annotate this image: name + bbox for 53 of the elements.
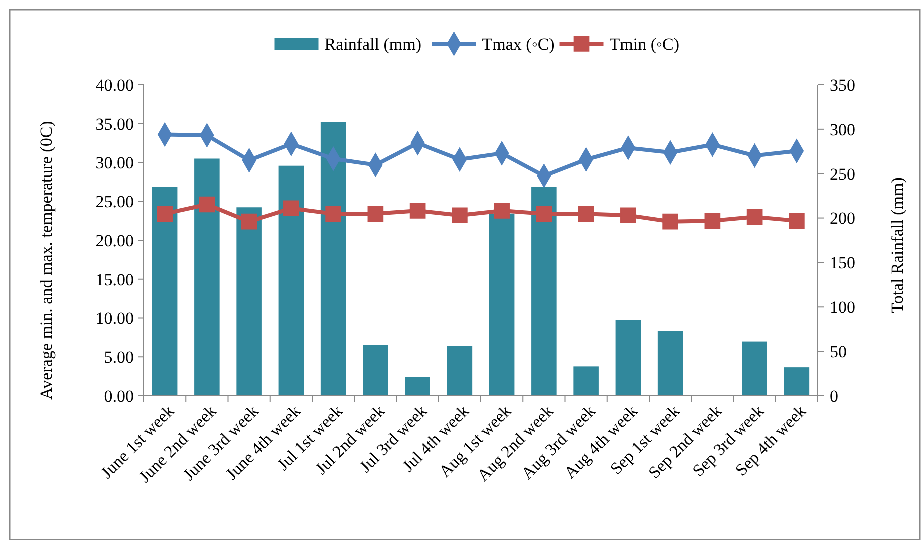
bar xyxy=(616,320,642,396)
y-axis-title: Average min. and max. temperature (0C) xyxy=(37,121,56,400)
legend-label: Rainfall (mm) xyxy=(324,34,422,54)
bar xyxy=(278,166,304,396)
y-tick-label: 35.00 xyxy=(96,114,134,134)
bar xyxy=(532,187,557,396)
point xyxy=(326,206,342,222)
y2-axis-title: Total Rainfall (mm) xyxy=(888,178,907,314)
point xyxy=(199,196,216,213)
bar xyxy=(405,377,430,396)
y2-tick-label: 250 xyxy=(830,164,856,184)
y-tick-label: 5.00 xyxy=(104,348,134,368)
y2-tick-label: 300 xyxy=(830,120,856,140)
bar xyxy=(489,214,515,396)
y2-tick-label: 0 xyxy=(830,386,838,406)
y2-tick-label: 150 xyxy=(830,254,856,273)
point xyxy=(789,213,805,229)
bar xyxy=(658,331,684,396)
point xyxy=(368,206,384,222)
y-tick-label: 25.00 xyxy=(96,192,134,212)
y2-tick-label: 50 xyxy=(830,342,847,362)
bar xyxy=(742,342,768,396)
legend-label: Tmax (◦C) xyxy=(482,34,555,54)
bar xyxy=(236,208,262,396)
point xyxy=(494,203,510,219)
point xyxy=(410,203,426,219)
bar xyxy=(447,346,473,396)
point xyxy=(157,206,173,222)
y2-tick-label: 100 xyxy=(830,298,856,318)
point xyxy=(620,208,636,224)
y-tick-label: 40.00 xyxy=(96,76,134,95)
point xyxy=(746,209,763,226)
bar xyxy=(363,345,388,396)
y-tick-label: 30.00 xyxy=(96,154,134,173)
point xyxy=(704,213,721,229)
y-tick-label: 0.00 xyxy=(104,386,134,406)
point xyxy=(662,214,678,230)
point xyxy=(578,206,594,222)
y2-tick-label: 200 xyxy=(830,209,856,228)
y2-tick-label: 350 xyxy=(830,76,856,95)
y-tick-label: 10.00 xyxy=(96,309,134,328)
legend-label: Tmin (◦C) xyxy=(610,34,680,54)
point xyxy=(452,208,468,224)
bar xyxy=(152,187,178,396)
y-tick-label: 20.00 xyxy=(96,231,134,250)
bar xyxy=(574,366,599,396)
bar xyxy=(194,158,220,396)
bar xyxy=(784,368,810,396)
y-tick-label: 15.00 xyxy=(96,270,134,290)
bar xyxy=(320,122,346,396)
point xyxy=(536,206,552,222)
point xyxy=(241,214,258,230)
point xyxy=(284,200,300,217)
